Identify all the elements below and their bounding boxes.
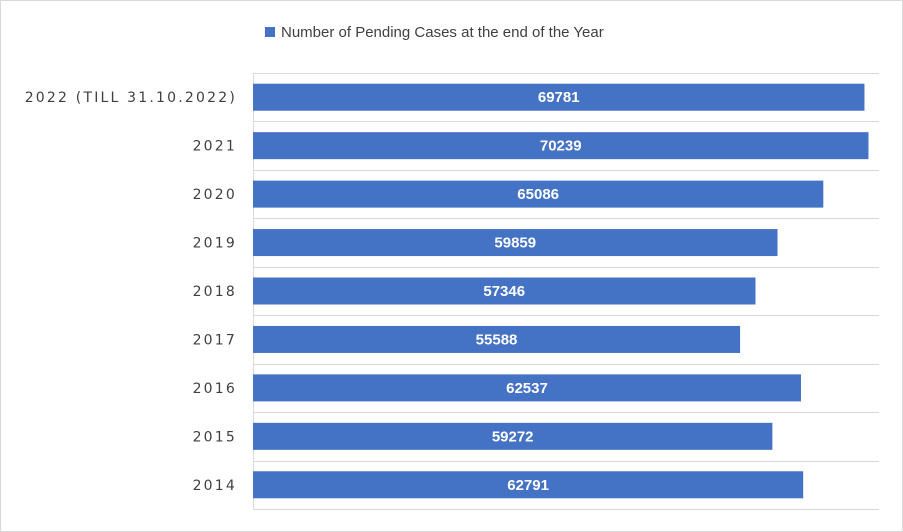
bar xyxy=(253,325,741,353)
category-label: 2014 xyxy=(193,478,237,494)
bar xyxy=(253,277,756,305)
bar xyxy=(253,471,804,499)
legend: Number of Pending Cases at the end of th… xyxy=(265,21,604,43)
data-label: 62791 xyxy=(507,477,549,494)
data-label: 59272 xyxy=(492,428,534,445)
bar xyxy=(253,229,778,257)
category-label: 2021 xyxy=(193,139,237,155)
bar xyxy=(253,422,773,450)
category-label: 2022 (TILL 31.10.2022) xyxy=(25,90,237,106)
legend-label: Number of Pending Cases at the end of th… xyxy=(281,23,604,41)
bar xyxy=(253,180,824,208)
bar xyxy=(253,374,801,402)
category-label: 2016 xyxy=(193,381,237,397)
data-label: 57346 xyxy=(483,283,525,300)
legend-swatch xyxy=(265,27,275,37)
data-label: 70239 xyxy=(540,138,582,155)
category-label: 2015 xyxy=(193,429,237,445)
data-label: 59859 xyxy=(494,235,536,252)
category-label: 2019 xyxy=(193,236,237,252)
data-label: 65086 xyxy=(517,186,559,203)
bar xyxy=(253,83,865,111)
category-label: 2018 xyxy=(193,284,237,300)
data-label: 62537 xyxy=(506,380,548,397)
data-label: 55588 xyxy=(476,331,518,348)
data-label: 69781 xyxy=(538,89,580,106)
category-label: 2017 xyxy=(193,332,237,348)
category-label: 2020 xyxy=(193,187,237,203)
bar xyxy=(253,132,869,160)
